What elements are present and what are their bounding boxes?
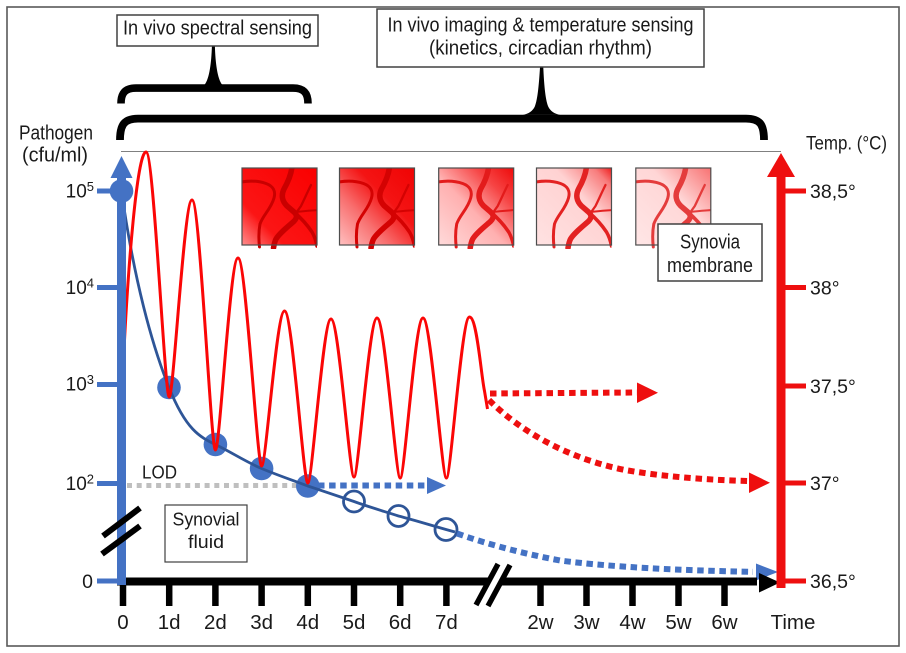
svg-text:3w: 3w [573,611,599,634]
svg-text:3d: 3d [250,611,273,634]
svg-text:6w: 6w [711,611,737,634]
svg-text:(kinetics, circadian rhythm): (kinetics, circadian rhythm) [429,37,652,60]
svg-text:1d: 1d [158,611,181,634]
svg-text:38°: 38° [810,278,840,300]
svg-text:0: 0 [117,611,128,634]
svg-text:2w: 2w [527,611,553,634]
svg-text:In vivo imaging & temperature: In vivo imaging & temperature sensing [388,14,694,37]
svg-text:37°: 37° [810,473,840,495]
svg-text:Synovia: Synovia [680,232,741,254]
svg-text:In vivo spectral sensing: In vivo spectral sensing [123,17,312,40]
svg-text:membrane: membrane [667,255,753,277]
svg-text:38,5°: 38,5° [810,181,856,203]
svg-text:7d: 7d [435,611,458,634]
svg-text:Time: Time [771,611,816,634]
svg-text:6d: 6d [389,611,412,634]
svg-text:5d: 5d [343,611,366,634]
svg-text:LOD: LOD [142,463,177,483]
svg-text:Synovial: Synovial [173,510,240,530]
svg-text:5w: 5w [665,611,691,634]
svg-text:0: 0 [82,571,93,593]
svg-text:Pathogen: Pathogen [19,123,93,145]
svg-text:2d: 2d [204,611,227,634]
svg-text:(cfu/ml): (cfu/ml) [22,145,88,167]
svg-text:fluid: fluid [188,532,224,552]
svg-text:37,5°: 37,5° [810,376,856,398]
svg-text:4w: 4w [619,611,645,634]
svg-text:36,5°: 36,5° [810,571,856,593]
svg-text:4d: 4d [296,611,319,634]
svg-text:Temp. (°C): Temp. (°C) [806,133,887,155]
